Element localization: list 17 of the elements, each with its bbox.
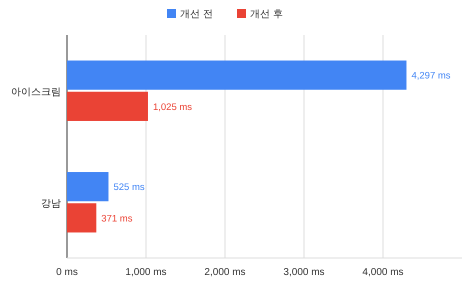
- bar: [67, 60, 406, 90]
- data-label: 371 ms: [101, 213, 133, 224]
- bar: [67, 92, 148, 121]
- bar: [67, 203, 96, 232]
- x-tick-label: 4,000 ms: [362, 267, 404, 278]
- x-tick-label: 3,000 ms: [283, 267, 325, 278]
- bar: [67, 172, 108, 202]
- x-tick-label: 2,000 ms: [204, 267, 246, 278]
- data-label: 1,025 ms: [152, 102, 192, 113]
- data-label: 525 ms: [113, 182, 145, 194]
- y-tick-label: 아이스크림: [11, 86, 61, 98]
- x-tick-label: 1,000 ms: [125, 267, 167, 278]
- x-tick-label: 0 ms: [56, 267, 78, 278]
- legend-label: 개선 후: [250, 9, 283, 20]
- legend-label: 개선 전: [180, 9, 213, 20]
- data-label: 4,297 ms: [411, 70, 451, 82]
- y-tick-label: 강남: [41, 198, 61, 210]
